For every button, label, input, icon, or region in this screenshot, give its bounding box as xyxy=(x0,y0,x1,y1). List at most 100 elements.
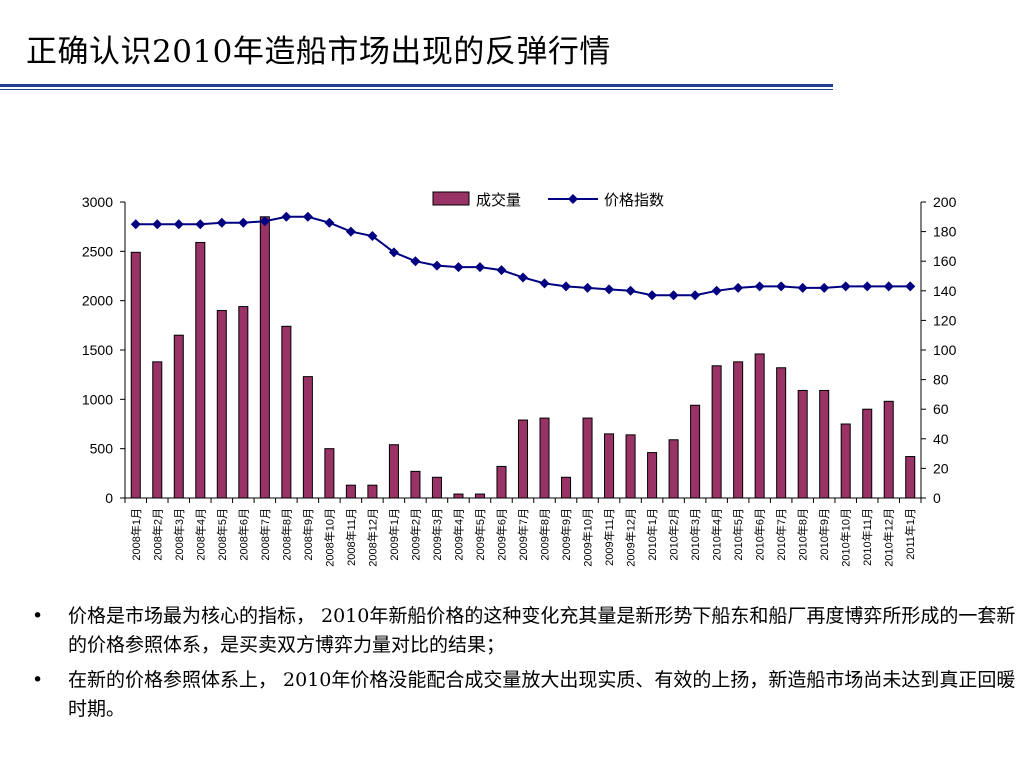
x-tick-label: 2010年8月 xyxy=(796,508,810,561)
x-tick-label: 2008年11月 xyxy=(344,508,358,566)
y-left-tick-label: 2500 xyxy=(82,243,113,259)
bar-volume xyxy=(668,439,679,499)
price-index-point xyxy=(281,211,292,222)
price-index-line xyxy=(135,215,911,297)
x-tick-label: 2008年9月 xyxy=(301,508,315,561)
x-tick-label: 2009年9月 xyxy=(559,508,573,561)
price-index-point xyxy=(604,284,615,295)
price-index-point xyxy=(905,281,916,292)
price-index-point xyxy=(819,282,830,293)
x-tick-label: 2010年3月 xyxy=(688,508,702,561)
y-right-tick-label: 60 xyxy=(933,401,949,417)
y-right-tick-label: 0 xyxy=(933,490,941,506)
y-left-tick-label: 1500 xyxy=(82,342,113,358)
price-index-point xyxy=(862,281,873,292)
price-index-point xyxy=(152,219,163,230)
price-index-point xyxy=(453,262,464,273)
bar-volume xyxy=(496,465,507,499)
bar-volume xyxy=(539,417,550,499)
legend-label-price: 价格指数 xyxy=(604,191,664,209)
title-rule xyxy=(0,84,833,87)
bar-volume xyxy=(733,361,744,499)
price-index-point xyxy=(733,282,744,293)
y-right-tick-label: 20 xyxy=(933,460,949,476)
price-index-point xyxy=(776,281,787,292)
y-left-tick-label: 1000 xyxy=(82,391,113,407)
bar-volume xyxy=(625,434,636,499)
price-index-point xyxy=(388,247,399,258)
x-tick-label: 2008年3月 xyxy=(172,508,186,561)
bar-volume xyxy=(130,251,141,499)
x-tick-label: 2009年3月 xyxy=(430,508,444,561)
x-tick-label: 2008年6月 xyxy=(236,508,250,561)
bar-volume xyxy=(883,400,894,499)
bullet-list: • 价格是市场最为核心的指标， 2010年新船价格的这种变化充其量是新形势下船东… xyxy=(32,602,1017,730)
bar-volume xyxy=(819,389,830,499)
x-tick-label: 2009年4月 xyxy=(451,508,465,561)
bar-volume xyxy=(690,404,701,499)
price-index-point xyxy=(668,290,679,301)
bar-volume xyxy=(216,310,227,499)
x-tick-label: 2008年4月 xyxy=(193,508,207,561)
x-tick-label: 2010年7月 xyxy=(774,508,788,561)
legend-swatch-volume xyxy=(432,191,470,206)
x-tick-label: 2010年2月 xyxy=(667,508,681,561)
bar-volume xyxy=(238,306,249,499)
combo-chart: 0 500 1000 1500 2000 2500 3000 0 20 40 60 80 100 120 1… xyxy=(82,191,957,567)
x-tick-label: 2008年7月 xyxy=(258,508,272,561)
y-right-tick-label: 40 xyxy=(933,431,949,447)
bar-volume xyxy=(431,476,442,499)
bar-volume xyxy=(195,241,206,499)
x-tick-label: 2009年8月 xyxy=(538,508,552,561)
x-tick-label: 2008年2月 xyxy=(150,508,164,561)
price-index-point xyxy=(324,217,335,228)
bullet-dot: • xyxy=(32,669,44,691)
bar-volume xyxy=(388,444,399,499)
y-right-tick-label: 100 xyxy=(933,342,957,358)
price-index-point xyxy=(582,282,593,293)
price-index-point xyxy=(883,281,894,292)
bar-volume xyxy=(474,493,485,499)
price-index-point xyxy=(539,278,550,289)
bar-volume xyxy=(776,367,787,499)
x-tick-label: 2010年4月 xyxy=(710,508,724,561)
page-title: 正确认识2010年造船市场出现的反弹行情 xyxy=(26,34,611,70)
price-index-point xyxy=(690,290,701,301)
x-tick-label: 2008年12月 xyxy=(365,508,379,567)
price-index-point xyxy=(711,285,722,296)
legend-label-volume: 成交量 xyxy=(476,191,521,209)
x-tick-label: 2011年1月 xyxy=(903,508,917,560)
x-tick-label: 2009年11月 xyxy=(602,508,616,566)
bar-volume xyxy=(604,433,615,499)
price-index-point xyxy=(173,219,184,230)
y-right-tick-label: 180 xyxy=(933,224,957,240)
x-tick-label: 2010年6月 xyxy=(753,508,767,561)
price-index-point xyxy=(474,262,485,273)
price-index-point xyxy=(259,216,270,227)
y-right-tick-label: 160 xyxy=(933,253,957,269)
bar-volume xyxy=(259,216,270,499)
x-tick-label: 2010年12月 xyxy=(882,508,896,567)
bar-volume xyxy=(367,484,378,499)
bullet-item: • 在新的价格参照体系上， 2010年价格没能配合成交量放大出现实质、有效的上扬… xyxy=(32,666,1017,724)
x-tick-label: 2008年10月 xyxy=(322,508,336,567)
y-right-tick-label: 140 xyxy=(933,283,957,299)
x-tick-label: 2010年5月 xyxy=(731,508,745,561)
x-tick-label: 2009年5月 xyxy=(473,508,487,561)
bar-volume xyxy=(797,389,808,499)
y-left-tick-label: 2000 xyxy=(82,293,113,309)
bar-volume xyxy=(711,365,722,499)
price-index-point xyxy=(238,217,249,228)
x-tick-label: 2009年10月 xyxy=(581,508,595,567)
x-tick-label: 2008年1月 xyxy=(129,508,143,561)
price-index-point xyxy=(216,217,227,228)
legend-marker-price xyxy=(568,194,578,204)
x-tick-label: 2009年1月 xyxy=(387,508,401,561)
bar-volume xyxy=(840,423,851,499)
price-index-point xyxy=(840,281,851,292)
y-left-tick-label: 500 xyxy=(90,441,114,457)
bar-volume xyxy=(453,493,464,499)
x-tick-label: 2009年7月 xyxy=(516,508,530,561)
x-tick-label: 2010年10月 xyxy=(839,508,853,567)
bar-volume xyxy=(647,452,658,499)
